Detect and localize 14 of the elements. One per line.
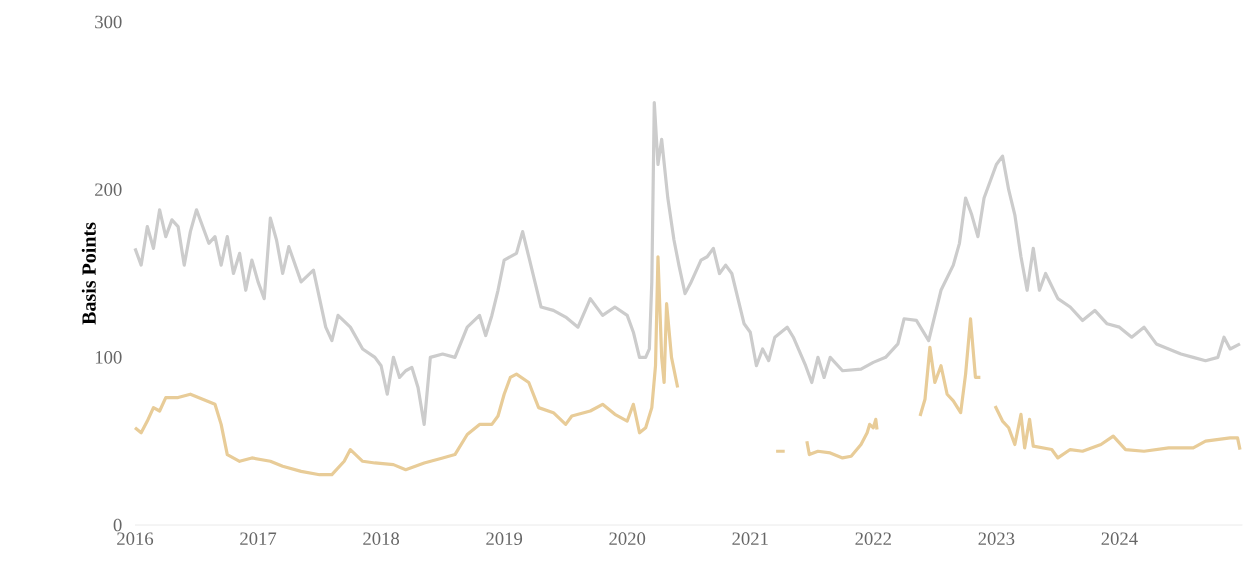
x-tick-label: 2021 — [732, 532, 768, 545]
x-tick-label: 2022 — [855, 532, 891, 545]
y-tick-label: 100 — [95, 351, 122, 364]
x-tick-label: 2017 — [240, 532, 277, 545]
x-tick-label: 2018 — [363, 532, 400, 545]
y-tick-label: 200 — [95, 183, 122, 196]
x-tick-label: 2023 — [978, 532, 1015, 545]
y-axis-title: Basis Points — [81, 222, 96, 325]
x-tick-label: 2020 — [609, 532, 646, 545]
x-tick-label: 2016 — [117, 532, 154, 545]
x-tick-label: 2024 — [1101, 532, 1138, 545]
y-tick-label: 300 — [95, 15, 122, 29]
y-tick-label: 0 — [113, 518, 122, 532]
x-tick-label: 2019 — [486, 532, 523, 545]
